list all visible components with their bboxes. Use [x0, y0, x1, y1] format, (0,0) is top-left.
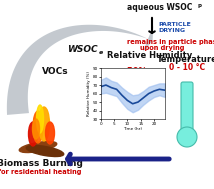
Text: for residential heating: for residential heating [0, 169, 82, 175]
Polygon shape [143, 26, 153, 52]
Text: > 50%: > 50% [117, 67, 147, 75]
Text: PARTICLE: PARTICLE [158, 22, 191, 26]
X-axis label: Time (hr): Time (hr) [123, 127, 142, 131]
Text: Biomass Burning: Biomass Burning [0, 160, 83, 169]
Ellipse shape [39, 107, 49, 141]
Ellipse shape [46, 122, 55, 144]
Ellipse shape [37, 105, 43, 133]
Text: e: e [99, 50, 103, 54]
Text: VOCs: VOCs [42, 67, 68, 75]
Text: remains in particle phase: remains in particle phase [127, 39, 214, 45]
Circle shape [177, 127, 197, 147]
Ellipse shape [26, 146, 64, 156]
FancyBboxPatch shape [181, 82, 193, 136]
Y-axis label: Relative Humidity (%): Relative Humidity (%) [87, 71, 91, 116]
Ellipse shape [33, 119, 40, 139]
Text: 0 - 10 °C: 0 - 10 °C [169, 64, 205, 73]
Text: Relative Humidity: Relative Humidity [107, 51, 192, 60]
Text: Temperature: Temperature [157, 54, 214, 64]
Polygon shape [7, 25, 148, 115]
Ellipse shape [33, 111, 43, 143]
Text: DRYING: DRYING [158, 29, 185, 33]
Text: aqueous WSOC: aqueous WSOC [127, 4, 192, 12]
Text: p: p [198, 4, 202, 9]
Ellipse shape [28, 122, 37, 146]
Ellipse shape [19, 142, 57, 153]
Text: WSOC: WSOC [67, 44, 97, 53]
Text: upon drying: upon drying [140, 45, 184, 51]
